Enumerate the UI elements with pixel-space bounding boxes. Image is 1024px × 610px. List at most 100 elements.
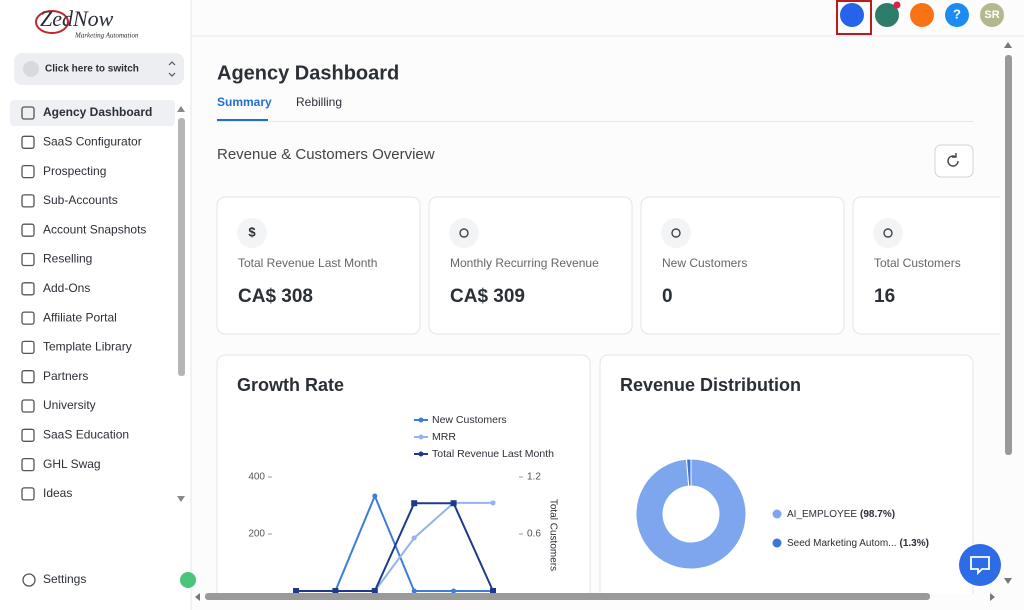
notification-dot [893,1,901,9]
donut-slice [635,458,747,570]
page-title: Agency Dashboard [217,62,399,84]
hscroll-right [990,593,995,601]
legend-name: Seed Marketing Autom... [787,538,897,549]
sidebar-scroll-thumb [178,118,185,376]
stat-icon: $ [248,224,256,239]
point [411,500,418,507]
nav-icon [21,399,35,413]
switch-button[interactable] [14,53,184,85]
stat-icon-glyph [883,228,893,238]
chart-card [216,354,591,594]
nav-icon [21,135,35,149]
stat-label: New Customers [662,256,747,270]
stat-icon-glyph [671,228,681,238]
legend-label: Seed Marketing Autom... (1.3%) [787,538,929,549]
y-tick-label: 200 [248,529,265,540]
switch-icon [23,61,39,77]
hscroll-left [195,593,200,601]
legend-value: (98.7%) [860,509,895,520]
logo-swoosh [35,10,69,34]
nav-item[interactable]: Prospecting [43,164,106,178]
nav-item[interactable]: Sub-Accounts [43,193,118,207]
scroll-thumb [1005,55,1012,455]
nav-item[interactable]: Partners [43,369,88,383]
topbar-button[interactable] [875,3,899,27]
settings[interactable]: Settings [43,572,86,586]
nav-icon [21,106,35,120]
topbar-button[interactable] [910,3,934,27]
stat-label: Monthly Recurring Revenue [450,256,599,270]
legend-dot [772,509,782,519]
stat-value: 16 [874,286,895,307]
nav-item[interactable]: GHL Swag [43,457,101,471]
y-tick-label: 400 [248,472,265,483]
legend-label: AI_EMPLOYEE (98.7%) [787,509,895,520]
legend-marker [418,417,424,423]
point [490,500,496,506]
avatar: SR [984,9,999,21]
stat-value: CA$ 309 [450,286,525,307]
nav-item[interactable]: University [43,398,96,412]
nav-icon [21,487,35,501]
topbar-button[interactable] [840,3,864,27]
nav-icon [21,164,35,179]
stat-card [428,196,633,335]
legend-label: Total Revenue Last Month [432,448,554,460]
chart-title: Revenue Distribution [620,375,801,395]
stat-icon-bg [449,218,479,248]
stat-value: CA$ 308 [238,286,313,307]
chat-icon [970,556,990,576]
tab[interactable]: Summary [217,95,272,109]
stat-card [216,196,421,335]
scroll-up [1004,42,1012,48]
refresh-icon [947,153,959,167]
help-icon: ? [953,6,961,21]
legend-name: AI_EMPLOYEE [787,509,857,520]
point [372,493,378,499]
sidebar [0,0,191,610]
point [450,500,457,507]
point [411,535,417,541]
nav-icon [21,340,35,355]
legend-label: MRR [432,431,456,443]
chat-widget[interactable] [959,544,1001,586]
highlight-box [836,0,872,35]
tab[interactable]: Rebilling [296,95,342,109]
nav-item[interactable]: Agency Dashboard [43,105,152,119]
collapse-button[interactable] [180,572,196,588]
nav-item[interactable]: SaaS Education [43,427,129,441]
nav-item[interactable]: Affiliate Portal [43,310,117,324]
refresh-button[interactable] [934,144,974,178]
nav-icon [21,252,35,267]
topbar-button[interactable] [945,3,969,27]
sidebar-scroll-down [177,496,185,502]
y2-tick-label: 1.2 [527,472,541,483]
nav-item[interactable]: Account Snapshots [43,222,146,236]
legend-marker [418,451,424,457]
topbar-button[interactable] [980,3,1004,27]
nav-item[interactable]: Ideas [43,486,72,500]
nav-icon [21,282,35,296]
point [490,588,496,594]
point [451,588,457,594]
nav-item[interactable]: Reselling [43,252,92,266]
y2-tick-label: 0.6 [527,529,541,540]
stat-card [640,196,845,335]
nav-item[interactable]: SaaS Configurator [43,134,142,148]
stat-icon-bg [873,218,903,248]
point [411,588,417,594]
nav-icon [21,457,35,472]
stat-label: Total Revenue Last Month [238,256,377,270]
y2-axis-title: Total Customers [547,499,558,571]
legend-value: (1.3%) [900,538,929,549]
point [371,588,378,594]
legend-label: New Customers [432,414,507,426]
switch-chevrons [168,61,176,77]
logo-brand: ZedNow [40,6,114,31]
stat-value: 0 [662,286,673,307]
nav-item[interactable]: Add-Ons [43,281,90,295]
nav-item[interactable]: Template Library [43,340,132,354]
nav-icon [21,311,35,325]
section-title: Revenue & Customers Overview [217,146,435,163]
